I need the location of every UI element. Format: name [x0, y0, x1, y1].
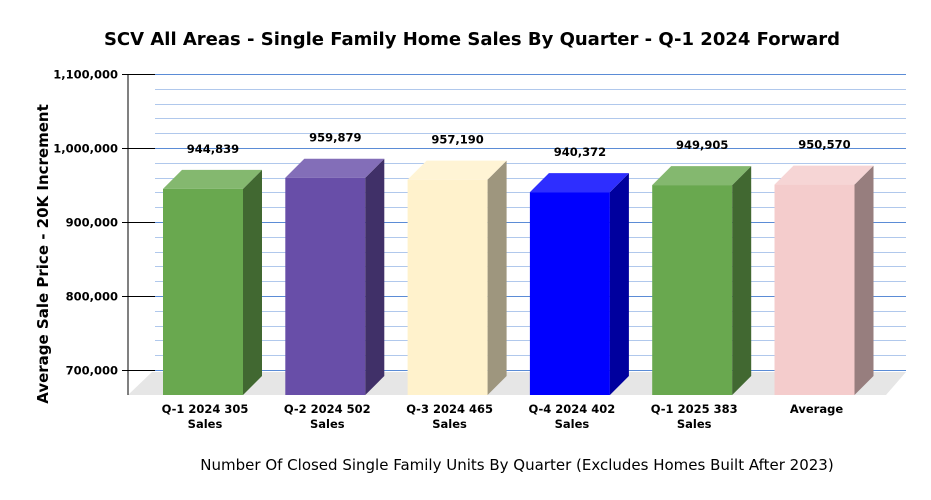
bar-top [774, 165, 874, 185]
x-tick-label: Q-1 2025 383 Sales [651, 402, 738, 431]
data-label: 957,190 [431, 133, 483, 147]
bar-side [854, 165, 874, 395]
x-tick-label: Q-2 2024 502 Sales [284, 402, 371, 431]
data-label: 959,879 [309, 131, 361, 145]
y-tick-label: 900,000 [66, 216, 118, 230]
y-tick-label: 1,000,000 [53, 142, 118, 156]
bar [407, 160, 507, 395]
bar-front [529, 192, 610, 395]
data-label: 944,839 [187, 142, 239, 156]
y-tick-label: 700,000 [66, 364, 118, 378]
bar-side [487, 160, 507, 395]
bar-top [407, 160, 507, 180]
x-tick-label: Q-3 2024 465 Sales [406, 402, 493, 431]
data-labels: 944,839 959,879 957,190 940,372 949,905 950,5… [187, 131, 851, 159]
bar [285, 158, 385, 395]
y-axis-title: Average Sale Price - 20K Increment [34, 104, 52, 404]
x-tick-label: Q-4 2024 402 Sales [529, 402, 616, 431]
bar-front [285, 177, 366, 395]
data-label: 950,570 [798, 138, 850, 152]
bar-side [609, 173, 629, 395]
bar-side [732, 166, 752, 395]
y-axis-ticks: 700,000 800,000 900,000 1,000,000 1,100,000 [53, 68, 155, 378]
bar-side [243, 169, 262, 395]
x-axis-ticks: Q-1 2024 305 Sales Q-2 2024 502 Sales Q-3 20… [162, 402, 844, 431]
data-label: 940,372 [554, 145, 606, 159]
bar-top [652, 166, 752, 186]
bar-top [529, 173, 629, 193]
x-tick-label: Average [790, 402, 843, 416]
bar-front [407, 179, 488, 395]
bar-front [163, 188, 243, 395]
chart-title: SCV All Areas - Single Family Home Sales… [104, 29, 840, 50]
bars [163, 158, 874, 395]
x-tick-label: Q-1 2024 305 Sales [162, 402, 249, 431]
bar-top [285, 158, 385, 178]
y-tick-label: 1,100,000 [53, 68, 118, 82]
bar-front [774, 184, 855, 395]
bar [774, 165, 874, 395]
bar-front [652, 185, 733, 395]
data-label: 949,905 [676, 138, 728, 152]
x-axis-title: Number Of Closed Single Family Units By … [200, 456, 833, 474]
bar-side [365, 158, 385, 395]
bar [652, 166, 752, 395]
y-tick-label: 800,000 [66, 290, 118, 304]
bar-top [163, 169, 262, 189]
bar [163, 169, 262, 395]
bar [529, 173, 629, 395]
